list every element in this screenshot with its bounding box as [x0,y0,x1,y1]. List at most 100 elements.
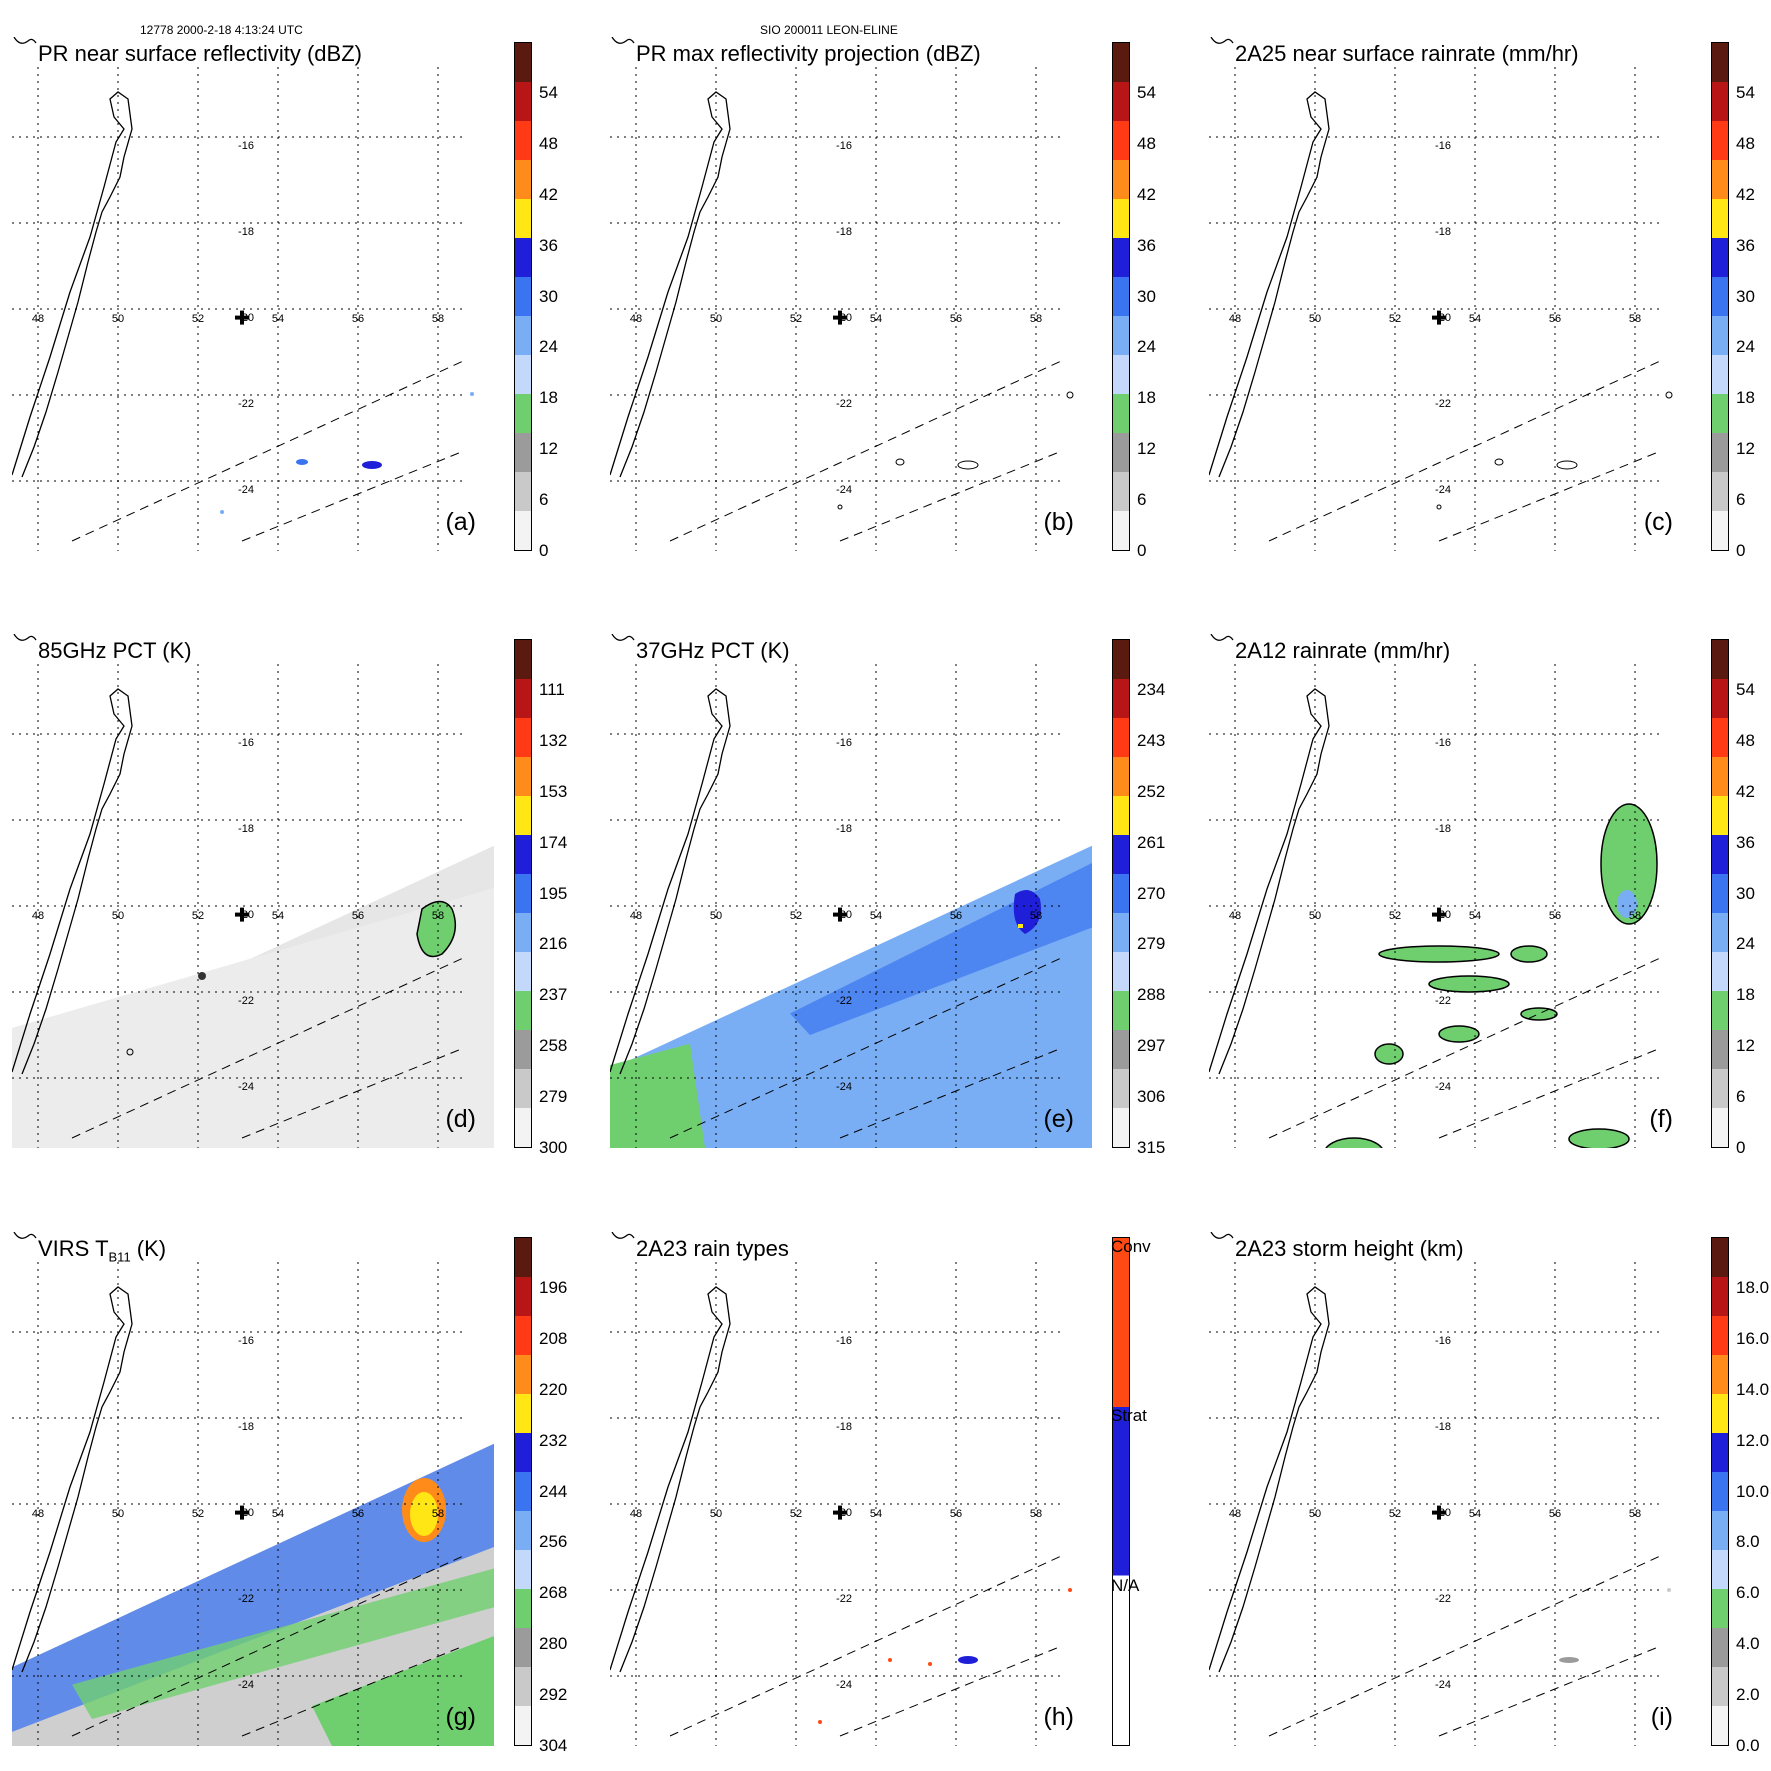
lat-label: -18 [238,823,254,835]
colorbar-tick-label: 196 [539,1277,568,1297]
panel-title-text: PR near surface reflectivity (dBZ) [38,41,362,66]
panel-title: 85GHz PCT (K) [38,638,192,664]
lat-label: -22 [238,1593,254,1605]
panel-title-text: PR max reflectivity projection (dBZ) [636,41,981,66]
colorbar-tick-label: 0 [539,541,549,560]
colorbar-tick-label: 12 [1736,439,1755,459]
lon-label: 50 [112,910,124,922]
coastline [610,1286,731,1673]
colorbar-tick-label: 30 [1137,286,1156,306]
lon-label: 54 [870,1508,882,1520]
swath-edge-line [839,1645,1063,1737]
swath-edge-line [1268,1555,1662,1737]
swath-edge-line [669,1555,1063,1737]
swath-edge-line [839,450,1063,542]
lon-label: 52 [192,313,204,325]
lat-label: -20 [836,312,852,324]
panel-label: (h) [1043,1703,1074,1731]
colorbar-tick-label: 268 [539,1583,568,1603]
lon-label: 52 [790,910,802,922]
lon-label: 52 [1389,910,1401,922]
lon-label: 58 [1030,910,1042,922]
colorbar-tick-label: 48 [1736,133,1755,153]
panel-title: 2A23 storm height (km) [1235,1236,1464,1262]
colorbar [1711,42,1729,551]
colorbar-tick-label: 12 [1736,1036,1755,1056]
colorbar-tick-label: 292 [539,1685,568,1705]
colorbar-tick-label: 279 [539,1087,568,1107]
swath-edge-line [839,1047,1063,1139]
lon-label: 48 [32,1508,44,1520]
colorbar-tick-label: N/A [1111,1575,1140,1595]
colorbar-tick-label: 48 [1736,730,1755,750]
lon-label: 50 [710,313,722,325]
lat-label: -16 [238,140,254,152]
lon-label: 54 [272,313,284,325]
storm-center-icon [235,1505,249,1520]
lon-label: 58 [1030,313,1042,325]
colorbar-tick-label: 18 [1736,388,1755,408]
colorbar-tick-label: 261 [1137,832,1166,852]
lon-label: 58 [432,1508,444,1520]
lon-label: 58 [432,313,444,325]
lat-label: -24 [836,484,852,496]
colorbar-tick-label: 54 [1137,82,1156,102]
lon-label: 48 [1229,910,1241,922]
lon-label: 56 [950,910,962,922]
panel-title-text: 2A12 rainrate (mm/hr) [1235,638,1451,663]
coastline [13,634,37,641]
swath-edge-line [669,957,1063,1139]
colorbar-tick-label: 42 [539,184,558,204]
lat-label: -18 [836,823,852,835]
colorbar-tick-label: 8.0 [1736,1532,1760,1552]
lat-label: -20 [836,909,852,921]
lon-label: 54 [1469,313,1481,325]
colorbar-tick-label: 16.0 [1736,1328,1770,1348]
colorbar-tick-label: 24 [1736,934,1755,954]
panel-label: (g) [445,1703,476,1731]
storm-center-icon [833,1505,847,1520]
lon-label: 48 [630,910,642,922]
lon-label: 58 [1030,1508,1042,1520]
colorbar-tick-label: 132 [539,730,568,750]
lon-label: 52 [192,910,204,922]
colorbar-tick-label: 10.0 [1736,1481,1770,1501]
colorbar [514,42,532,551]
swath-edge-line [1438,1645,1662,1737]
lon-label: 56 [352,313,364,325]
coastline [13,37,37,44]
lon-label: 56 [352,910,364,922]
colorbar-tick-label: 208 [539,1328,568,1348]
colorbar-tick-label: 6 [1736,490,1746,510]
storm-name-header: SIO 200011 LEON-ELINE [760,23,898,37]
colorbar-tick-label: 315 [1137,1138,1166,1157]
swath-edge-line [71,957,465,1139]
panel-title: PR max reflectivity projection (dBZ) [636,41,981,67]
lat-label: -16 [238,737,254,749]
colorbar-tick-label: 4.0 [1736,1634,1760,1654]
lon-label: 58 [1629,910,1641,922]
storm-center-icon [1432,907,1446,922]
lat-label: -22 [238,995,254,1007]
swath-edge-line [241,1047,465,1139]
lat-label: -16 [1435,140,1451,152]
colorbar-tick-label: 6.0 [1736,1583,1760,1603]
colorbar-tick-label: 36 [1137,235,1156,255]
swath-edge-line [71,360,465,542]
colorbar-tick-label: 0 [1736,1138,1746,1157]
coastline [1210,1232,1234,1239]
lon-label: 48 [32,910,44,922]
lat-label: -16 [1435,1335,1451,1347]
lon-label: 58 [1629,313,1641,325]
lon-label: 56 [950,1508,962,1520]
colorbar-tick-label: 174 [539,832,568,852]
colorbar-tick-label: 48 [539,133,558,153]
lat-label: -18 [238,226,254,238]
lat-label: -24 [1435,1679,1451,1691]
